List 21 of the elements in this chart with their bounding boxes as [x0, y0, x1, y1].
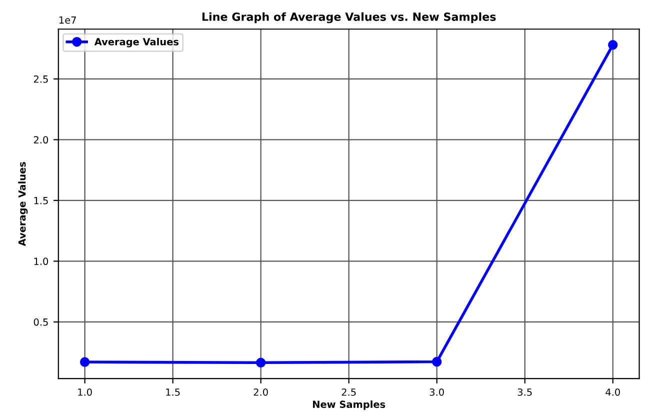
point [80, 357, 90, 367]
point [256, 358, 266, 368]
y-tick-label: 1.0 [34, 258, 48, 266]
point [608, 40, 618, 50]
y-tick-label: 2.0 [34, 136, 48, 144]
text: 1e7 [59, 16, 76, 24]
x-tick-label: 2.5 [342, 388, 356, 396]
x-tick-label: 4.0 [606, 388, 620, 396]
y-axis-title: Average Values [18, 162, 28, 246]
x-axis-title: New Samples [313, 400, 386, 410]
x-tick-label: 1.5 [166, 388, 180, 396]
y-tick-label: 2.5 [34, 75, 48, 83]
point [432, 356, 442, 367]
legend-label: Average Values [94, 38, 178, 48]
x-tick-label: 3.5 [518, 388, 532, 396]
x-tick-label: 3.0 [430, 388, 444, 396]
y-tick-label: 0.5 [34, 318, 48, 326]
x-tick-label: 1.0 [78, 388, 92, 396]
chart-title: Line Graph of Average Values vs. New Samples [202, 12, 496, 24]
y-tick-label: 1.5 [34, 197, 48, 204]
x-tick-label: 2.0 [254, 388, 268, 396]
